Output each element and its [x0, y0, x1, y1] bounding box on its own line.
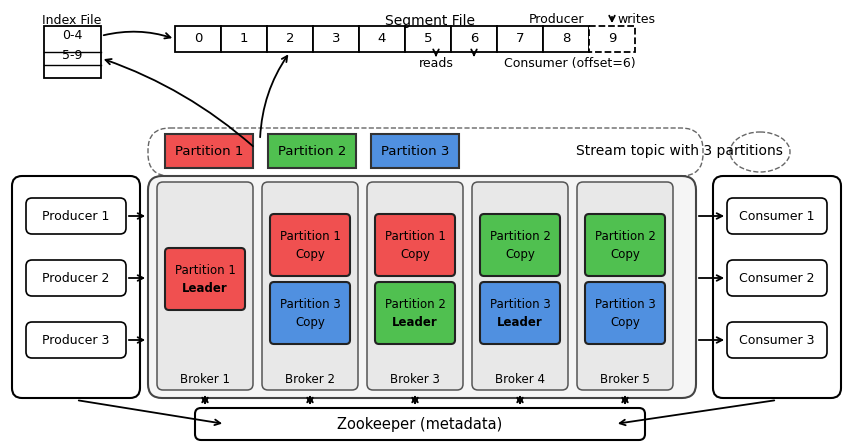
- FancyBboxPatch shape: [165, 248, 245, 310]
- Text: Partition 3: Partition 3: [595, 297, 655, 310]
- FancyBboxPatch shape: [727, 198, 827, 234]
- Bar: [451, 26, 497, 52]
- Bar: [313, 26, 359, 52]
- Text: writes: writes: [617, 13, 655, 26]
- Bar: [371, 134, 459, 168]
- Text: Broker 1: Broker 1: [180, 373, 230, 385]
- Bar: [221, 26, 267, 52]
- Text: Partition 1: Partition 1: [280, 230, 341, 242]
- FancyBboxPatch shape: [727, 322, 827, 358]
- Text: Leader: Leader: [392, 316, 438, 329]
- Text: Partition 2: Partition 2: [278, 144, 346, 158]
- Text: 7: 7: [516, 32, 524, 45]
- Text: Producer 1: Producer 1: [42, 210, 110, 222]
- Text: Index File: Index File: [42, 14, 102, 27]
- Text: Producer 3: Producer 3: [42, 333, 110, 346]
- Text: Producer: Producer: [529, 13, 584, 26]
- FancyBboxPatch shape: [148, 176, 696, 398]
- Text: Consumer 3: Consumer 3: [740, 333, 815, 346]
- Text: Partition 2: Partition 2: [490, 230, 551, 242]
- Text: 4: 4: [377, 32, 386, 45]
- Text: 5-9: 5-9: [62, 49, 82, 62]
- Bar: [543, 26, 589, 52]
- Bar: [268, 134, 356, 168]
- Text: Zookeeper (metadata): Zookeeper (metadata): [337, 416, 502, 432]
- Text: Copy: Copy: [610, 247, 640, 261]
- FancyBboxPatch shape: [148, 128, 703, 176]
- Text: Broker 4: Broker 4: [495, 373, 545, 385]
- Text: Partition 3: Partition 3: [280, 297, 340, 310]
- FancyBboxPatch shape: [270, 214, 350, 276]
- FancyBboxPatch shape: [375, 214, 455, 276]
- Text: Copy: Copy: [295, 247, 325, 261]
- Bar: [405, 26, 451, 52]
- FancyBboxPatch shape: [26, 322, 126, 358]
- FancyBboxPatch shape: [26, 260, 126, 296]
- Bar: [44, 26, 101, 78]
- FancyBboxPatch shape: [375, 282, 455, 344]
- Text: Stream topic with 3 partitions: Stream topic with 3 partitions: [576, 144, 783, 158]
- FancyBboxPatch shape: [270, 282, 350, 344]
- Text: 2: 2: [286, 32, 294, 45]
- Text: 0-4: 0-4: [62, 29, 82, 42]
- FancyBboxPatch shape: [12, 176, 140, 398]
- Bar: [497, 26, 543, 52]
- Text: Partition 1: Partition 1: [175, 144, 243, 158]
- FancyBboxPatch shape: [157, 182, 253, 390]
- Text: Partition 1: Partition 1: [384, 230, 445, 242]
- Text: Partition 3: Partition 3: [490, 297, 550, 310]
- Text: Broker 2: Broker 2: [285, 373, 335, 385]
- Text: 6: 6: [470, 32, 479, 45]
- Text: Copy: Copy: [295, 316, 325, 329]
- Bar: [267, 26, 313, 52]
- Text: Consumer 1: Consumer 1: [740, 210, 815, 222]
- Bar: [589, 26, 635, 52]
- Text: Partition 1: Partition 1: [174, 263, 235, 277]
- Text: Leader: Leader: [182, 281, 228, 294]
- Bar: [165, 134, 253, 168]
- FancyBboxPatch shape: [727, 260, 827, 296]
- Text: 1: 1: [240, 32, 248, 45]
- FancyBboxPatch shape: [472, 182, 568, 390]
- Text: 8: 8: [562, 32, 570, 45]
- Text: Broker 3: Broker 3: [390, 373, 440, 385]
- Ellipse shape: [730, 132, 790, 172]
- Text: Partition 2: Partition 2: [594, 230, 655, 242]
- Text: Leader: Leader: [497, 316, 543, 329]
- Bar: [359, 26, 405, 52]
- Text: 9: 9: [608, 32, 616, 45]
- Text: 3: 3: [332, 32, 340, 45]
- Text: 0: 0: [194, 32, 202, 45]
- Text: Consumer 2: Consumer 2: [740, 271, 815, 285]
- FancyBboxPatch shape: [195, 408, 645, 440]
- Text: Segment File: Segment File: [385, 14, 475, 28]
- Text: reads: reads: [418, 57, 453, 70]
- FancyBboxPatch shape: [577, 182, 673, 390]
- Text: Copy: Copy: [505, 247, 535, 261]
- FancyBboxPatch shape: [26, 198, 126, 234]
- Text: 5: 5: [424, 32, 433, 45]
- FancyBboxPatch shape: [585, 282, 665, 344]
- Text: Producer 2: Producer 2: [42, 271, 110, 285]
- FancyBboxPatch shape: [480, 282, 560, 344]
- Text: Partition 3: Partition 3: [381, 144, 449, 158]
- Text: Broker 5: Broker 5: [600, 373, 650, 385]
- Text: Copy: Copy: [400, 247, 430, 261]
- FancyBboxPatch shape: [367, 182, 463, 390]
- Bar: [175, 26, 221, 52]
- Text: Partition 2: Partition 2: [384, 297, 445, 310]
- Text: Consumer (offset=6): Consumer (offset=6): [504, 57, 636, 70]
- Text: Copy: Copy: [610, 316, 640, 329]
- FancyBboxPatch shape: [262, 182, 358, 390]
- FancyBboxPatch shape: [713, 176, 841, 398]
- FancyBboxPatch shape: [480, 214, 560, 276]
- FancyBboxPatch shape: [585, 214, 665, 276]
